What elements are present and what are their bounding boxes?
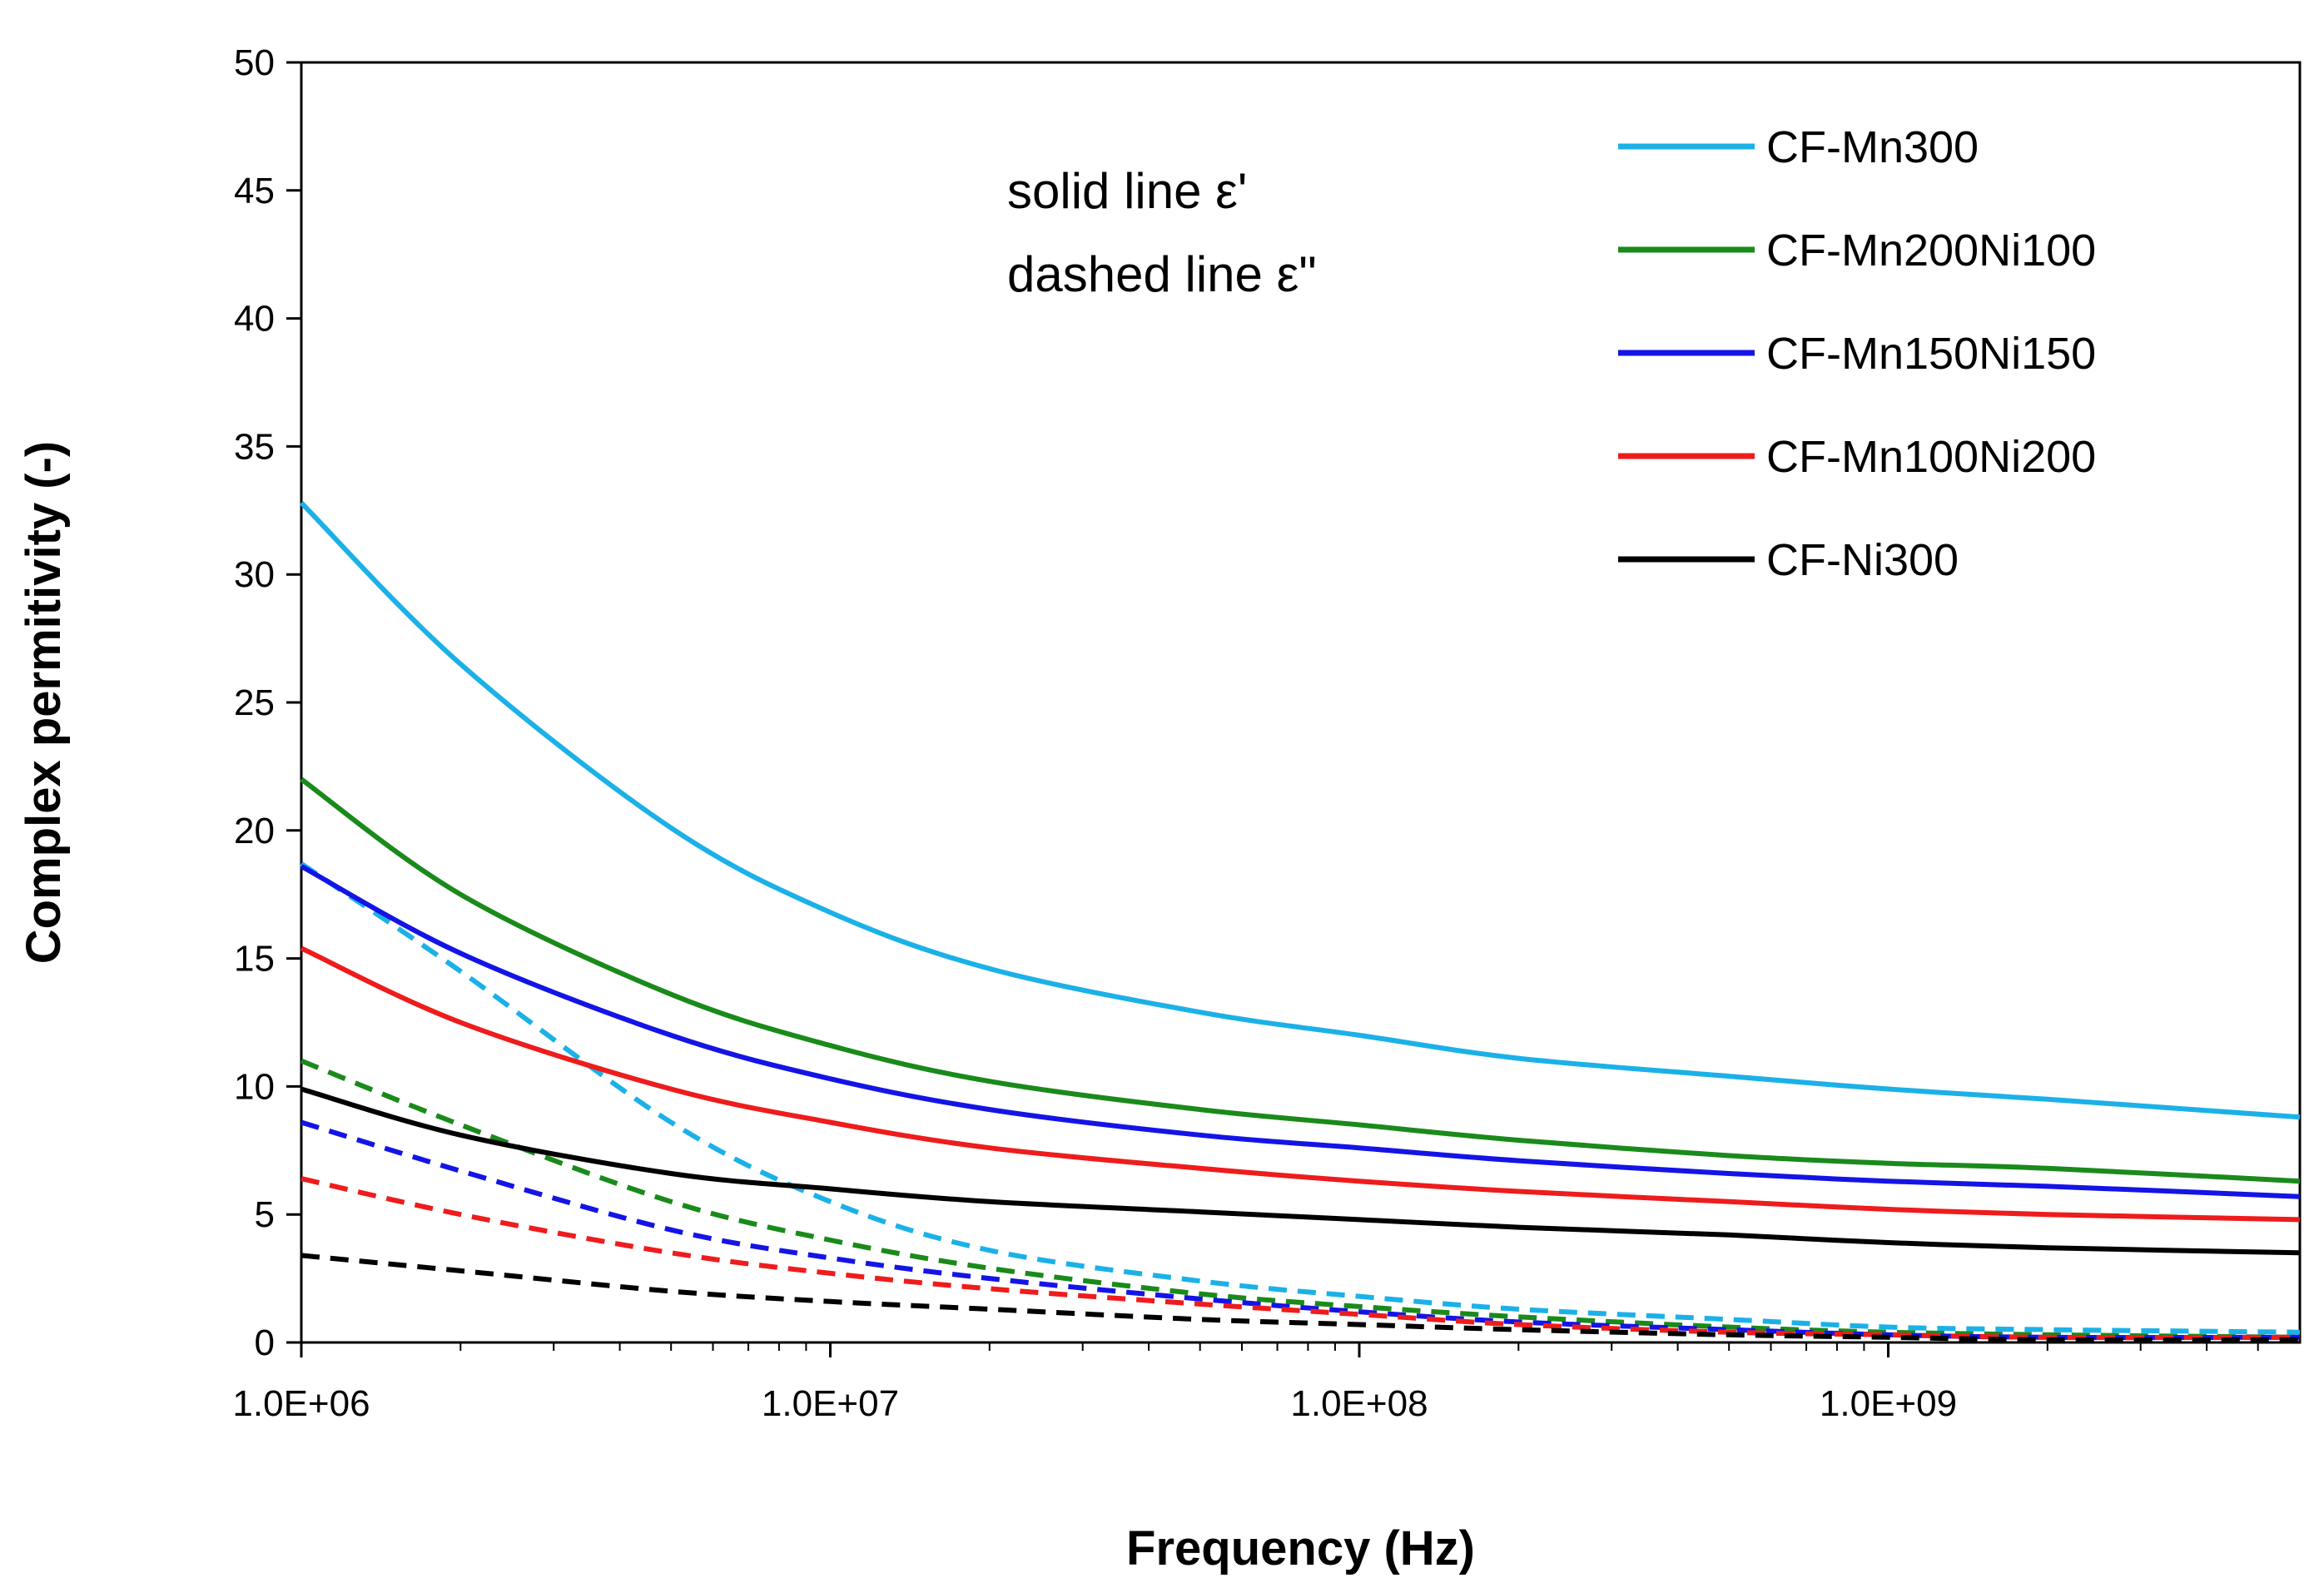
y-axis-title: Complex permitivity (-) [17,441,71,964]
series-line-cf-mn100ni200-eps-real [300,945,2301,1223]
y-tick-label: 5 [255,1194,275,1235]
note-solid-line: solid line ε' [1007,163,1247,219]
legend-label-cf-mn100ni200: CF-Mn100Ni200 [1766,432,2096,482]
x-tick-label: 1.0E+06 [232,1383,370,1424]
y-tick-label: 30 [234,554,275,595]
series-line-cf-ni300-eps-imag [300,1253,2301,1343]
x-tick-label: 1.0E+09 [1820,1383,1957,1424]
series-line-cf-mn300-eps-imag [300,861,2301,1335]
legend-label-cf-ni300: CF-Ni300 [1766,535,1959,585]
line-style-note: solid line ε' dashed line ε" [1007,163,1317,302]
x-tick-label: 1.0E+08 [1290,1383,1428,1424]
series-line-cf-mn200ni100-eps-real [300,777,2301,1184]
y-tick-label: 20 [234,811,275,851]
series-line-cf-ni300-eps-real [300,1086,2301,1256]
y-tick-label: 15 [234,939,275,980]
legend: CF-Mn300 CF-Mn200Ni100 CF-Mn150Ni150 CF-Mn1… [1618,122,2096,585]
y-tick-label: 35 [234,426,275,467]
series-line-cf-mn200ni100-eps-imag [300,1058,2301,1340]
y-tick-label: 10 [234,1066,275,1107]
series-line-cf-mn300-eps-real [299,500,2301,1120]
axes-layer: 0 5 10 15 20 25 30 35 40 45 50 1.0E+06 1.0E+07 1.0E+0… [232,42,2259,1424]
y-tick-label: 40 [234,299,275,340]
series-layer [299,500,2301,1343]
legend-label-cf-mn150ni150: CF-Mn150Ni150 [1766,329,2096,379]
x-tick-label: 1.0E+07 [762,1383,899,1424]
x-axis-title: Frequency (Hz) [1126,1521,1475,1576]
y-tick-label: 45 [234,171,275,211]
legend-label-cf-mn200ni100: CF-Mn200Ni100 [1766,226,2096,275]
note-dashed-line: dashed line ε" [1007,246,1317,302]
legend-label-cf-mn300: CF-Mn300 [1766,122,1979,172]
y-tick-label: 25 [234,682,275,723]
y-tick-label: 0 [255,1322,275,1363]
y-tick-label: 50 [234,42,275,83]
series-line-cf-mn150ni150-eps-real [300,864,2301,1199]
series-line-cf-mn100ni200-eps-imag [300,1176,2301,1341]
